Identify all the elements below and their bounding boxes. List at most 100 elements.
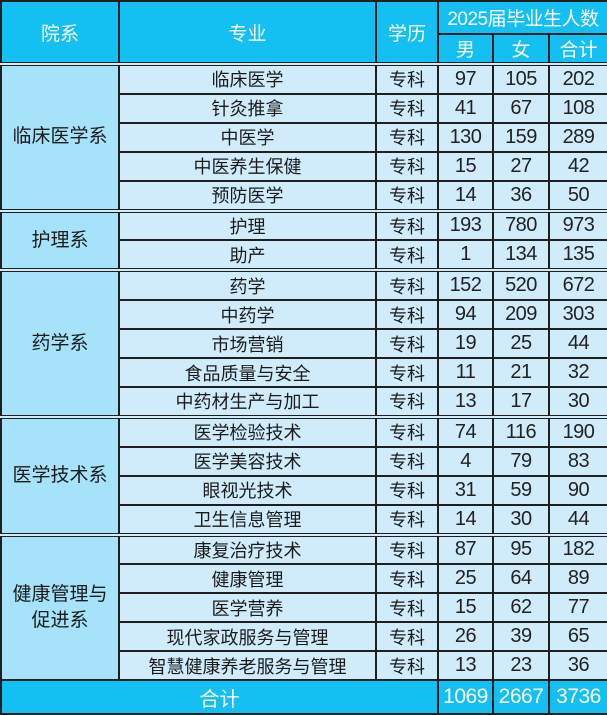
level-cell: 专科	[375, 92, 439, 124]
major-cell: 康复治疗技术	[118, 532, 377, 566]
header-total: 合计	[548, 33, 607, 65]
table-header: 院系 专业 学历 2025届毕业生人数 男 女 合计	[0, 0, 607, 65]
total-cell: 108	[548, 92, 607, 124]
level-cell: 专科	[375, 121, 439, 153]
level-cell: 专科	[375, 621, 439, 653]
level-cell: 专科	[375, 62, 439, 95]
level-cell: 专科	[375, 357, 439, 388]
male-cell: 15	[437, 592, 494, 624]
male-cell: 152	[437, 268, 494, 302]
female-cell: 39	[492, 621, 550, 653]
table-row: 市场营销 专科 19 25 44	[1, 328, 607, 360]
total-cell: 50	[548, 179, 607, 212]
department-cell: 医学技术系	[0, 414, 120, 536]
table-row: 食品质量与安全 专科 11 21 32	[1, 357, 607, 388]
male-cell: 1	[437, 239, 494, 272]
major-cell: 健康管理	[118, 563, 377, 595]
header-level: 学历	[375, 0, 439, 65]
table-row: 护理系 护理 专科 193 780 973	[0, 208, 607, 272]
total-cell: 32	[548, 357, 607, 388]
male-cell: 130	[437, 121, 494, 153]
major-cell: 药学	[118, 268, 377, 302]
male-cell: 14	[437, 503, 494, 536]
major-cell: 医学检验技术	[118, 414, 377, 448]
table-footer: 合计 1069 2667 3736	[0, 679, 607, 715]
female-cell: 27	[492, 150, 550, 182]
table-row: 助产 专科 1 134 135	[1, 239, 607, 272]
male-cell: 11	[437, 357, 494, 388]
total-cell: 30	[548, 385, 607, 418]
female-cell: 116	[492, 414, 550, 448]
female-cell: 64	[492, 563, 550, 595]
department-cell: 临床医学系	[0, 62, 120, 212]
header-dept: 院系	[0, 0, 120, 65]
major-cell: 护理	[118, 208, 377, 242]
department-cell: 健康管理与促进系	[0, 532, 120, 681]
female-cell: 21	[492, 357, 550, 388]
female-cell: 17	[492, 385, 550, 418]
table-row: 现代家政服务与管理 专科 26 39 65	[1, 621, 607, 653]
total-cell: 89	[548, 563, 607, 595]
male-cell: 25	[437, 563, 494, 595]
level-cell: 专科	[375, 650, 439, 681]
total-cell: 36	[548, 650, 607, 681]
table-row: 药学系 药学 专科 152 520 672	[0, 268, 607, 418]
female-cell: 67	[492, 92, 550, 124]
female-cell: 209	[492, 299, 550, 331]
level-cell: 专科	[375, 445, 439, 477]
female-cell: 59	[492, 474, 550, 506]
table-row: 健康管理与促进系 康复治疗技术 专科 87 95 182	[0, 532, 607, 681]
table-row: 临床医学系 临床医学 专科 97 105 202	[0, 62, 607, 212]
female-cell: 134	[492, 239, 550, 272]
totals-label: 合计	[0, 679, 439, 715]
male-cell: 13	[437, 385, 494, 418]
level-cell: 专科	[375, 532, 439, 566]
male-cell: 94	[437, 299, 494, 331]
total-cell: 90	[548, 474, 607, 506]
level-cell: 专科	[375, 150, 439, 182]
totals-row: 合计 1069 2667 3736	[0, 679, 607, 715]
major-cell: 食品质量与安全	[118, 357, 377, 388]
major-cell: 中药材生产与加工	[118, 385, 377, 418]
level-cell: 专科	[375, 385, 439, 418]
major-cell: 卫生信息管理	[118, 503, 377, 536]
total-cell: 973	[548, 208, 607, 242]
header-major: 专业	[118, 0, 377, 65]
level-cell: 专科	[375, 503, 439, 536]
table-row: 智慧健康养老服务与管理 专科 13 23 36	[1, 650, 607, 681]
level-cell: 专科	[375, 239, 439, 272]
female-cell: 30	[492, 503, 550, 536]
total-cell: 303	[548, 299, 607, 331]
male-cell: 13	[437, 650, 494, 681]
level-cell: 专科	[375, 563, 439, 595]
totals-total: 3736	[548, 679, 607, 715]
major-cell: 现代家政服务与管理	[118, 621, 377, 653]
female-cell: 79	[492, 445, 550, 477]
male-cell: 193	[437, 208, 494, 242]
female-cell: 520	[492, 268, 550, 302]
table-row: 预防医学 专科 14 36 50	[1, 179, 607, 212]
totals-male: 1069	[437, 679, 494, 715]
total-cell: 289	[548, 121, 607, 153]
table-row: 眼视光技术 专科 31 59 90	[1, 474, 607, 506]
female-cell: 159	[492, 121, 550, 153]
total-cell: 42	[548, 150, 607, 182]
level-cell: 专科	[375, 592, 439, 624]
total-cell: 190	[548, 414, 607, 448]
table-row: 医学营养 专科 15 62 77	[1, 592, 607, 624]
major-cell: 智慧健康养老服务与管理	[118, 650, 377, 681]
major-cell: 中医学	[118, 121, 377, 153]
table-row: 医学技术系 医学检验技术 专科 74 116 190	[0, 414, 607, 536]
level-cell: 专科	[375, 268, 439, 302]
total-cell: 672	[548, 268, 607, 302]
header-group-title: 2025届毕业生人数	[437, 0, 607, 35]
total-cell: 202	[548, 62, 607, 95]
table-row: 中药学 专科 94 209 303	[1, 299, 607, 331]
total-cell: 83	[548, 445, 607, 477]
level-cell: 专科	[375, 299, 439, 331]
level-cell: 专科	[375, 414, 439, 448]
male-cell: 74	[437, 414, 494, 448]
major-cell: 中药学	[118, 299, 377, 331]
header-female: 女	[492, 33, 550, 65]
